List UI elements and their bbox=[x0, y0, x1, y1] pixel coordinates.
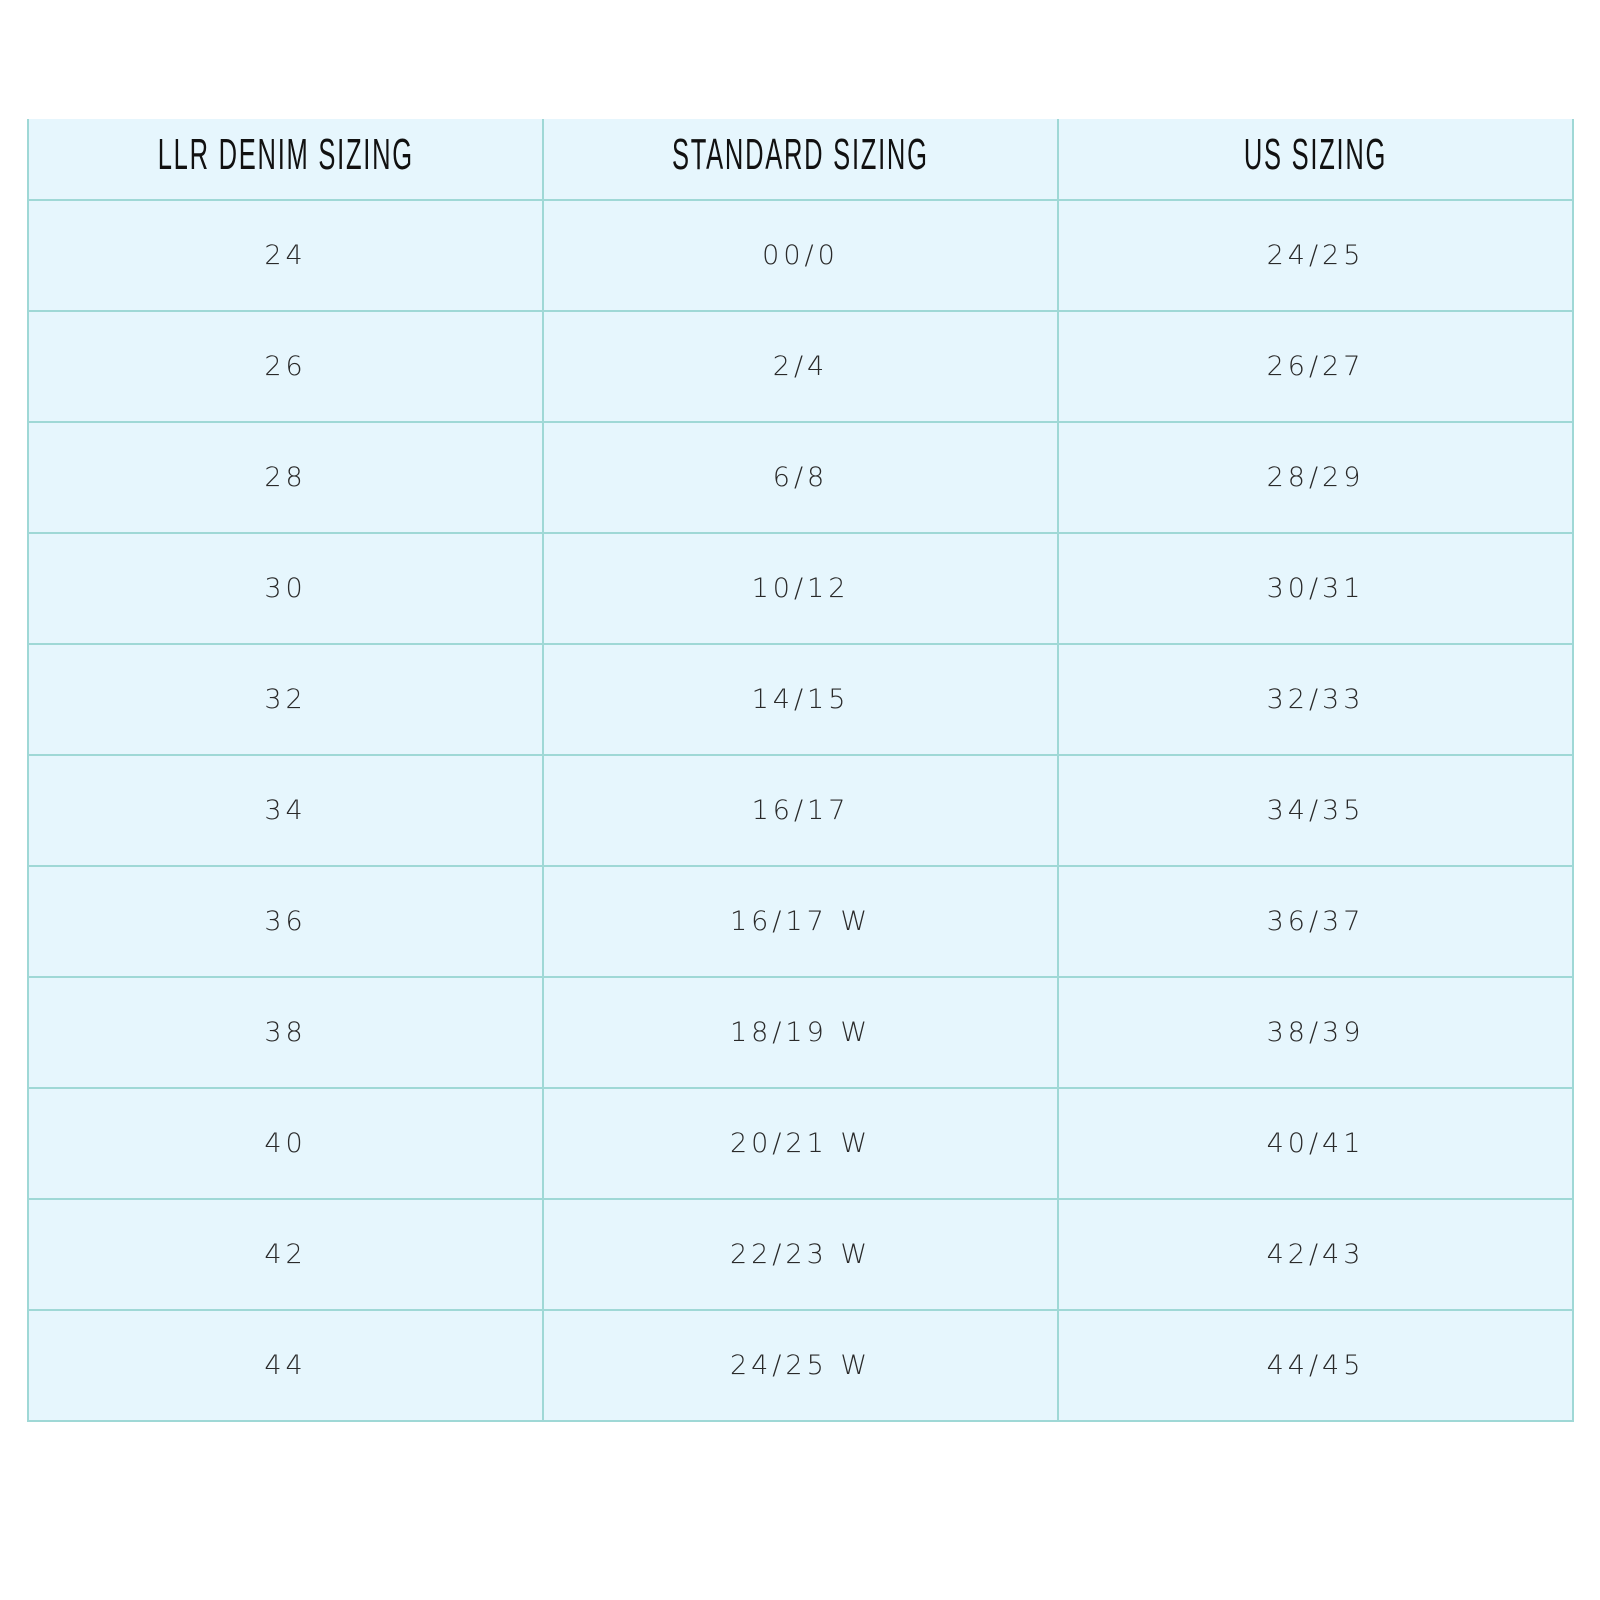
standard-size-cell: 14/15 bbox=[542, 643, 1059, 756]
table-row: 30 10/12 30/31 bbox=[27, 532, 1574, 645]
llr-denim-size-cell: 30 bbox=[27, 532, 544, 645]
llr-denim-size-cell: 36 bbox=[27, 865, 544, 978]
standard-size-cell: 10/12 bbox=[542, 532, 1059, 645]
llr-denim-size-cell: 32 bbox=[27, 643, 544, 756]
table-row: 38 18/19 W 38/39 bbox=[27, 976, 1574, 1089]
us-size-cell: 38/39 bbox=[1057, 976, 1574, 1089]
us-size-cell: 42/43 bbox=[1057, 1198, 1574, 1311]
standard-size-cell: 16/17 bbox=[542, 754, 1059, 867]
us-size-cell: 34/35 bbox=[1057, 754, 1574, 867]
us-size-cell: 24/25 bbox=[1057, 199, 1574, 312]
table-row: 24 00/0 24/25 bbox=[27, 199, 1574, 312]
header-llr-denim-sizing: LLR DENIM SIZING bbox=[27, 119, 544, 201]
table-row: 36 16/17 W 36/37 bbox=[27, 865, 1574, 978]
table-row: 32 14/15 32/33 bbox=[27, 643, 1574, 756]
header-us-sizing: US SIZING bbox=[1057, 119, 1574, 201]
standard-size-cell: 6/8 bbox=[542, 421, 1059, 534]
us-size-cell: 40/41 bbox=[1057, 1087, 1574, 1200]
llr-denim-size-cell: 38 bbox=[27, 976, 544, 1089]
standard-size-cell: 18/19 W bbox=[542, 976, 1059, 1089]
llr-denim-size-cell: 40 bbox=[27, 1087, 544, 1200]
us-size-cell: 32/33 bbox=[1057, 643, 1574, 756]
standard-size-cell: 00/0 bbox=[542, 199, 1059, 312]
llr-denim-size-cell: 34 bbox=[27, 754, 544, 867]
standard-size-cell: 20/21 W bbox=[542, 1087, 1059, 1200]
table-row: 26 2/4 26/27 bbox=[27, 310, 1574, 423]
table-row: 44 24/25 W 44/45 bbox=[27, 1309, 1574, 1422]
us-size-cell: 28/29 bbox=[1057, 421, 1574, 534]
table-row: 42 22/23 W 42/43 bbox=[27, 1198, 1574, 1311]
us-size-cell: 30/31 bbox=[1057, 532, 1574, 645]
table-row: 34 16/17 34/35 bbox=[27, 754, 1574, 867]
table-row: 28 6/8 28/29 bbox=[27, 421, 1574, 534]
llr-denim-size-cell: 24 bbox=[27, 199, 544, 312]
table-row: 40 20/21 W 40/41 bbox=[27, 1087, 1574, 1200]
standard-size-cell: 2/4 bbox=[542, 310, 1059, 423]
llr-denim-size-cell: 42 bbox=[27, 1198, 544, 1311]
size-chart-table: LLR DENIM SIZING STANDARD SIZING US SIZI… bbox=[27, 119, 1574, 1422]
standard-size-cell: 16/17 W bbox=[542, 865, 1059, 978]
us-size-cell: 36/37 bbox=[1057, 865, 1574, 978]
standard-size-cell: 24/25 W bbox=[542, 1309, 1059, 1422]
us-size-cell: 26/27 bbox=[1057, 310, 1574, 423]
llr-denim-size-cell: 44 bbox=[27, 1309, 544, 1422]
llr-denim-size-cell: 26 bbox=[27, 310, 544, 423]
llr-denim-size-cell: 28 bbox=[27, 421, 544, 534]
us-size-cell: 44/45 bbox=[1057, 1309, 1574, 1422]
header-row: LLR DENIM SIZING STANDARD SIZING US SIZI… bbox=[27, 119, 1574, 201]
header-standard-sizing: STANDARD SIZING bbox=[542, 119, 1059, 201]
standard-size-cell: 22/23 W bbox=[542, 1198, 1059, 1311]
